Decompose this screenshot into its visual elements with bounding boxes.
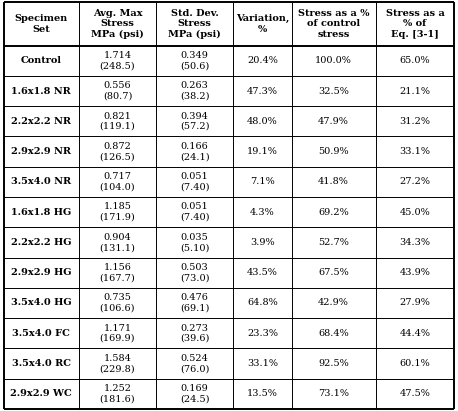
Text: 13.5%: 13.5%	[247, 389, 278, 398]
Text: 64.8%: 64.8%	[247, 298, 278, 307]
Text: 23.3%: 23.3%	[247, 329, 278, 338]
Text: 43.5%: 43.5%	[247, 268, 278, 277]
Text: Variation,
%: Variation, %	[236, 14, 289, 34]
Text: Stress as a %
of control
stress: Stress as a % of control stress	[298, 9, 370, 39]
Text: 0.476
(69.1): 0.476 (69.1)	[180, 293, 209, 313]
Text: 2.2x2.2 NR: 2.2x2.2 NR	[11, 117, 71, 126]
Text: 1.185
(171.9): 1.185 (171.9)	[99, 203, 136, 222]
Text: 33.1%: 33.1%	[247, 359, 278, 368]
Text: 0.821
(119.1): 0.821 (119.1)	[99, 112, 136, 131]
Text: 0.503
(73.0): 0.503 (73.0)	[180, 263, 209, 282]
Text: 1.252
(181.6): 1.252 (181.6)	[100, 384, 135, 404]
Text: 3.5x4.0 HG: 3.5x4.0 HG	[11, 298, 71, 307]
Text: 2.9x2.9 HG: 2.9x2.9 HG	[11, 268, 71, 277]
Text: 21.1%: 21.1%	[399, 87, 431, 95]
Text: 0.524
(76.0): 0.524 (76.0)	[180, 354, 209, 373]
Text: 41.8%: 41.8%	[318, 178, 349, 186]
Text: 0.349
(50.6): 0.349 (50.6)	[180, 51, 209, 70]
Text: 2.9x2.9 NR: 2.9x2.9 NR	[11, 147, 71, 156]
Text: 0.904
(131.1): 0.904 (131.1)	[99, 233, 136, 252]
Text: 44.4%: 44.4%	[399, 329, 431, 338]
Text: 27.9%: 27.9%	[399, 298, 431, 307]
Text: 0.035
(5.10): 0.035 (5.10)	[180, 233, 209, 252]
Text: 31.2%: 31.2%	[399, 117, 431, 126]
Text: 0.394
(57.2): 0.394 (57.2)	[180, 112, 209, 131]
Text: 52.7%: 52.7%	[318, 238, 349, 247]
Text: 3.5x4.0 FC: 3.5x4.0 FC	[12, 329, 70, 338]
Text: 0.273
(39.6): 0.273 (39.6)	[180, 323, 209, 343]
Text: 47.9%: 47.9%	[318, 117, 349, 126]
Text: 0.717
(104.0): 0.717 (104.0)	[100, 172, 135, 192]
Text: 34.3%: 34.3%	[399, 238, 431, 247]
Text: 1.156
(167.7): 1.156 (167.7)	[99, 263, 136, 282]
Text: 67.5%: 67.5%	[318, 268, 349, 277]
Text: Specimen
Set: Specimen Set	[15, 14, 68, 34]
Text: 1.171
(169.9): 1.171 (169.9)	[100, 323, 135, 343]
Text: 3.5x4.0 NR: 3.5x4.0 NR	[11, 178, 71, 186]
Text: 50.9%: 50.9%	[318, 147, 349, 156]
Text: 60.1%: 60.1%	[399, 359, 431, 368]
Text: 100.0%: 100.0%	[315, 56, 352, 65]
Text: 20.4%: 20.4%	[247, 56, 278, 65]
Text: 33.1%: 33.1%	[399, 147, 431, 156]
Text: 42.9%: 42.9%	[318, 298, 349, 307]
Text: 1.6x1.8 HG: 1.6x1.8 HG	[11, 208, 71, 217]
Text: 45.0%: 45.0%	[399, 208, 431, 217]
Text: 1.584
(229.8): 1.584 (229.8)	[100, 354, 135, 373]
Text: 0.166
(24.1): 0.166 (24.1)	[180, 142, 209, 161]
Text: 0.051
(7.40): 0.051 (7.40)	[180, 172, 209, 192]
Text: 73.1%: 73.1%	[318, 389, 349, 398]
Text: 0.169
(24.5): 0.169 (24.5)	[180, 384, 209, 404]
Text: 47.3%: 47.3%	[247, 87, 278, 95]
Text: 69.2%: 69.2%	[318, 208, 349, 217]
Text: 4.3%: 4.3%	[250, 208, 275, 217]
Text: 27.2%: 27.2%	[399, 178, 431, 186]
Text: 7.1%: 7.1%	[250, 178, 275, 186]
Text: Stress as a
% of
Eq. [3-1]: Stress as a % of Eq. [3-1]	[386, 9, 444, 39]
Text: 1.6x1.8 NR: 1.6x1.8 NR	[11, 87, 71, 95]
Text: 47.5%: 47.5%	[399, 389, 431, 398]
Text: 0.735
(106.6): 0.735 (106.6)	[100, 293, 135, 313]
Text: 19.1%: 19.1%	[247, 147, 278, 156]
Text: 3.5x4.0 RC: 3.5x4.0 RC	[12, 359, 71, 368]
Text: 2.2x2.2 HG: 2.2x2.2 HG	[11, 238, 71, 247]
Text: Avg. Max
Stress
MPa (psi): Avg. Max Stress MPa (psi)	[91, 9, 144, 39]
Text: 3.9%: 3.9%	[250, 238, 275, 247]
Text: Std. Dev.
Stress
MPa (psi): Std. Dev. Stress MPa (psi)	[169, 9, 221, 39]
Text: 32.5%: 32.5%	[318, 87, 349, 95]
Text: 68.4%: 68.4%	[318, 329, 349, 338]
Text: 43.9%: 43.9%	[399, 268, 431, 277]
Text: Control: Control	[21, 56, 62, 65]
Text: 48.0%: 48.0%	[247, 117, 278, 126]
Text: 92.5%: 92.5%	[318, 359, 349, 368]
Text: 0.872
(126.5): 0.872 (126.5)	[100, 142, 135, 161]
Text: 2.9x2.9 WC: 2.9x2.9 WC	[11, 389, 72, 398]
Text: 65.0%: 65.0%	[400, 56, 430, 65]
Text: 1.714
(248.5): 1.714 (248.5)	[100, 51, 135, 70]
Text: 0.556
(80.7): 0.556 (80.7)	[103, 81, 132, 101]
Text: 0.263
(38.2): 0.263 (38.2)	[180, 81, 209, 101]
Text: 0.051
(7.40): 0.051 (7.40)	[180, 203, 209, 222]
